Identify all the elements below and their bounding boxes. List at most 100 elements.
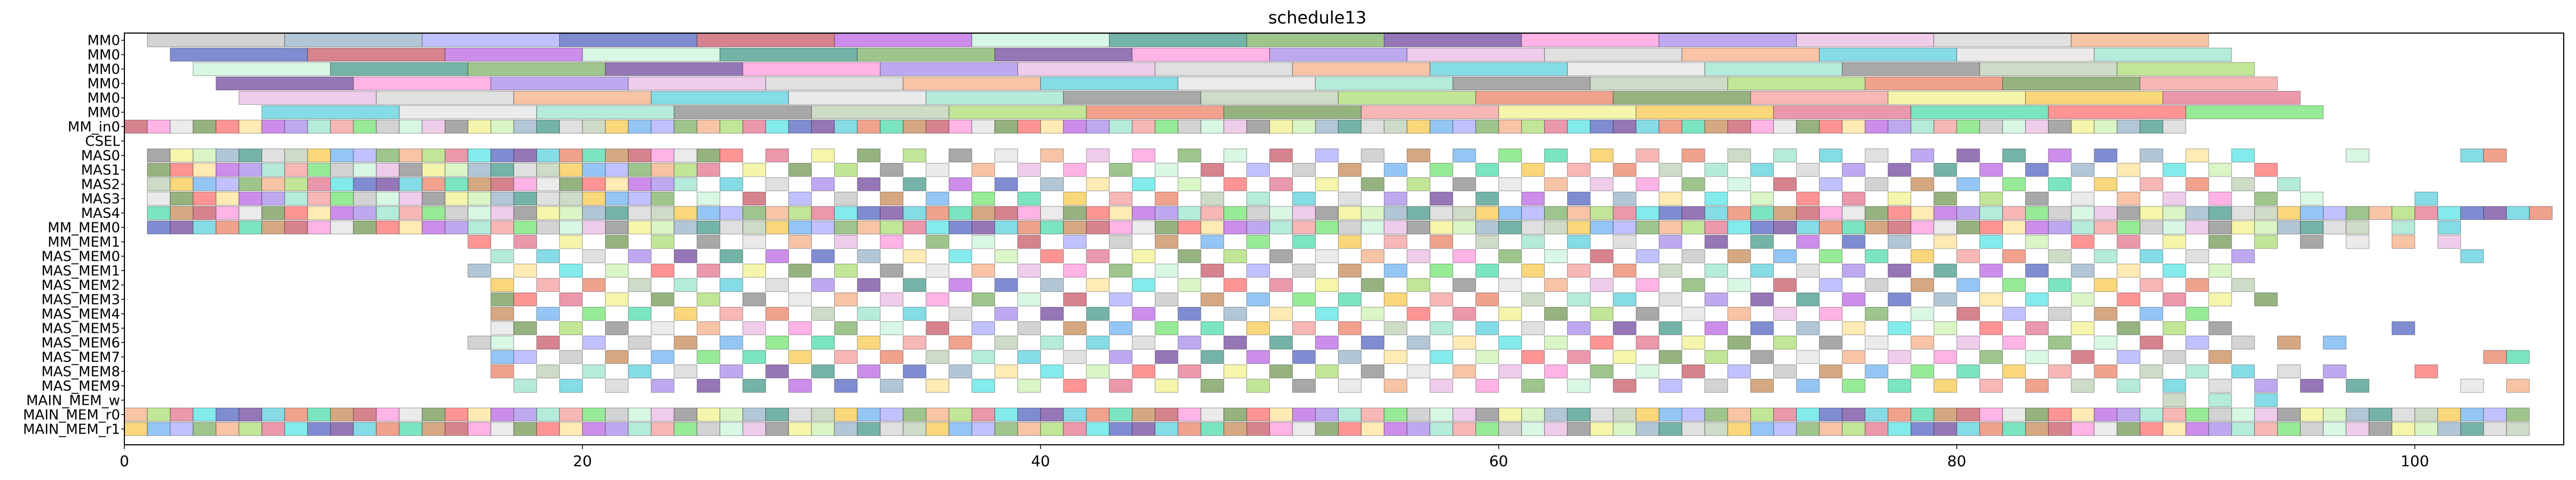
schedule-block (1017, 191, 1041, 206)
schedule-block (1635, 407, 1660, 422)
schedule-block (834, 206, 858, 220)
schedule-block (536, 364, 560, 379)
schedule-block (376, 163, 400, 177)
schedule-block (628, 163, 652, 177)
schedule-block (284, 422, 308, 436)
schedule-block (605, 235, 629, 249)
schedule-block (307, 407, 331, 422)
row-label: MAIN_MEM_r1 (23, 421, 120, 437)
schedule-block (971, 220, 995, 235)
schedule-block (1635, 119, 1660, 134)
schedule-block (834, 191, 858, 206)
schedule-block (1544, 249, 1568, 263)
schedule-block (1155, 62, 1293, 76)
schedule-block (2345, 379, 2369, 393)
schedule-block (1727, 148, 1751, 163)
schedule-block (1521, 379, 1545, 393)
schedule-block (1956, 422, 1980, 436)
schedule-block (216, 119, 240, 134)
schedule-block (399, 422, 423, 436)
schedule-block (353, 76, 492, 91)
schedule-block (582, 177, 606, 191)
schedule-block (628, 76, 767, 91)
schedule-block (788, 91, 927, 105)
schedule-block (2048, 206, 2072, 220)
schedule-block (376, 148, 400, 163)
schedule-block (1086, 335, 1110, 350)
schedule-block (536, 206, 560, 220)
schedule-block (1842, 191, 1866, 206)
schedule-block (1864, 119, 1888, 134)
schedule-block (1498, 220, 1522, 235)
schedule-block (2071, 379, 2095, 393)
schedule-block (1338, 119, 1362, 134)
schedule-block (926, 163, 950, 177)
schedule-block (1956, 206, 1980, 220)
schedule-block (2208, 393, 2232, 407)
schedule-block (1155, 235, 1179, 249)
row-label: MAS_MEM5 (41, 321, 120, 337)
schedule-block (720, 148, 744, 163)
schedule-block (330, 177, 354, 191)
schedule-block (1040, 307, 1064, 321)
schedule-block (1750, 191, 1774, 206)
schedule-block (193, 220, 217, 235)
schedule-block (1704, 292, 1728, 307)
schedule-block (1109, 379, 1133, 393)
schedule-block (1521, 163, 1545, 177)
schedule-block (124, 407, 148, 422)
schedule-block (2231, 220, 2255, 235)
schedule-block (1315, 307, 1339, 321)
row-label: MM0 (88, 47, 120, 63)
schedule-block (765, 119, 789, 134)
schedule-block (2185, 148, 2209, 163)
schedule-block (1635, 278, 1660, 292)
schedule-block (811, 206, 835, 220)
schedule-block (376, 91, 515, 105)
schedule-block (2300, 191, 2324, 206)
schedule-block (559, 33, 698, 47)
schedule-block (1178, 148, 1202, 163)
schedule-block (1269, 47, 1408, 62)
schedule-block (1796, 191, 1820, 206)
schedule-block (2048, 105, 2186, 119)
schedule-block (2025, 321, 2049, 335)
schedule-block (536, 105, 675, 119)
schedule-block (559, 220, 583, 235)
schedule-block (926, 350, 950, 364)
schedule-block (2162, 235, 2186, 249)
schedule-block (1819, 364, 1843, 379)
schedule-block (536, 335, 560, 350)
schedule-block (1887, 235, 1911, 249)
schedule-block (422, 191, 446, 206)
schedule-block (2139, 278, 2163, 292)
schedule-block (2093, 422, 2117, 436)
schedule-block (1544, 364, 1568, 379)
schedule-block (1658, 119, 1682, 134)
schedule-block (903, 206, 927, 220)
schedule-block (765, 177, 789, 191)
schedule-block (1315, 364, 1339, 379)
schedule-block (1590, 148, 1614, 163)
schedule-block (2093, 407, 2117, 422)
schedule-block (1658, 33, 1797, 47)
schedule-block (1109, 206, 1133, 220)
schedule-block (1269, 220, 1293, 235)
schedule-block (170, 47, 308, 62)
schedule-block (490, 249, 515, 263)
row-label: MM0 (88, 76, 120, 92)
schedule-block (1246, 263, 1270, 278)
schedule-block (1773, 278, 1797, 292)
schedule-block (2414, 407, 2438, 422)
schedule-block (2116, 422, 2140, 436)
schedule-block (2139, 220, 2163, 235)
schedule-block (1590, 278, 1614, 292)
schedule-block (353, 422, 377, 436)
schedule-block (2048, 307, 2072, 321)
schedule-block (1544, 148, 1568, 163)
schedule-block (490, 364, 515, 379)
schedule-block (1864, 278, 1888, 292)
y-axis-labels: MM0MM0MM0MM0MM0MM0MM_in0CSELMAS0MAS1MAS2… (23, 33, 124, 437)
schedule-block (1361, 148, 1385, 163)
schedule-block (903, 335, 927, 350)
